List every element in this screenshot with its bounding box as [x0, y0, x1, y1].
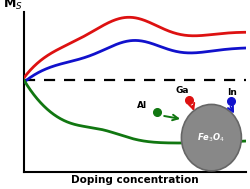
Y-axis label: M$_S$: M$_S$	[3, 0, 22, 12]
Text: Al: Al	[137, 101, 147, 109]
Text: Ga: Ga	[176, 86, 190, 95]
Text: Fe$_3$O$_4$: Fe$_3$O$_4$	[197, 131, 226, 144]
Ellipse shape	[182, 105, 242, 171]
X-axis label: Doping concentration: Doping concentration	[71, 175, 198, 185]
Text: In: In	[227, 88, 237, 97]
